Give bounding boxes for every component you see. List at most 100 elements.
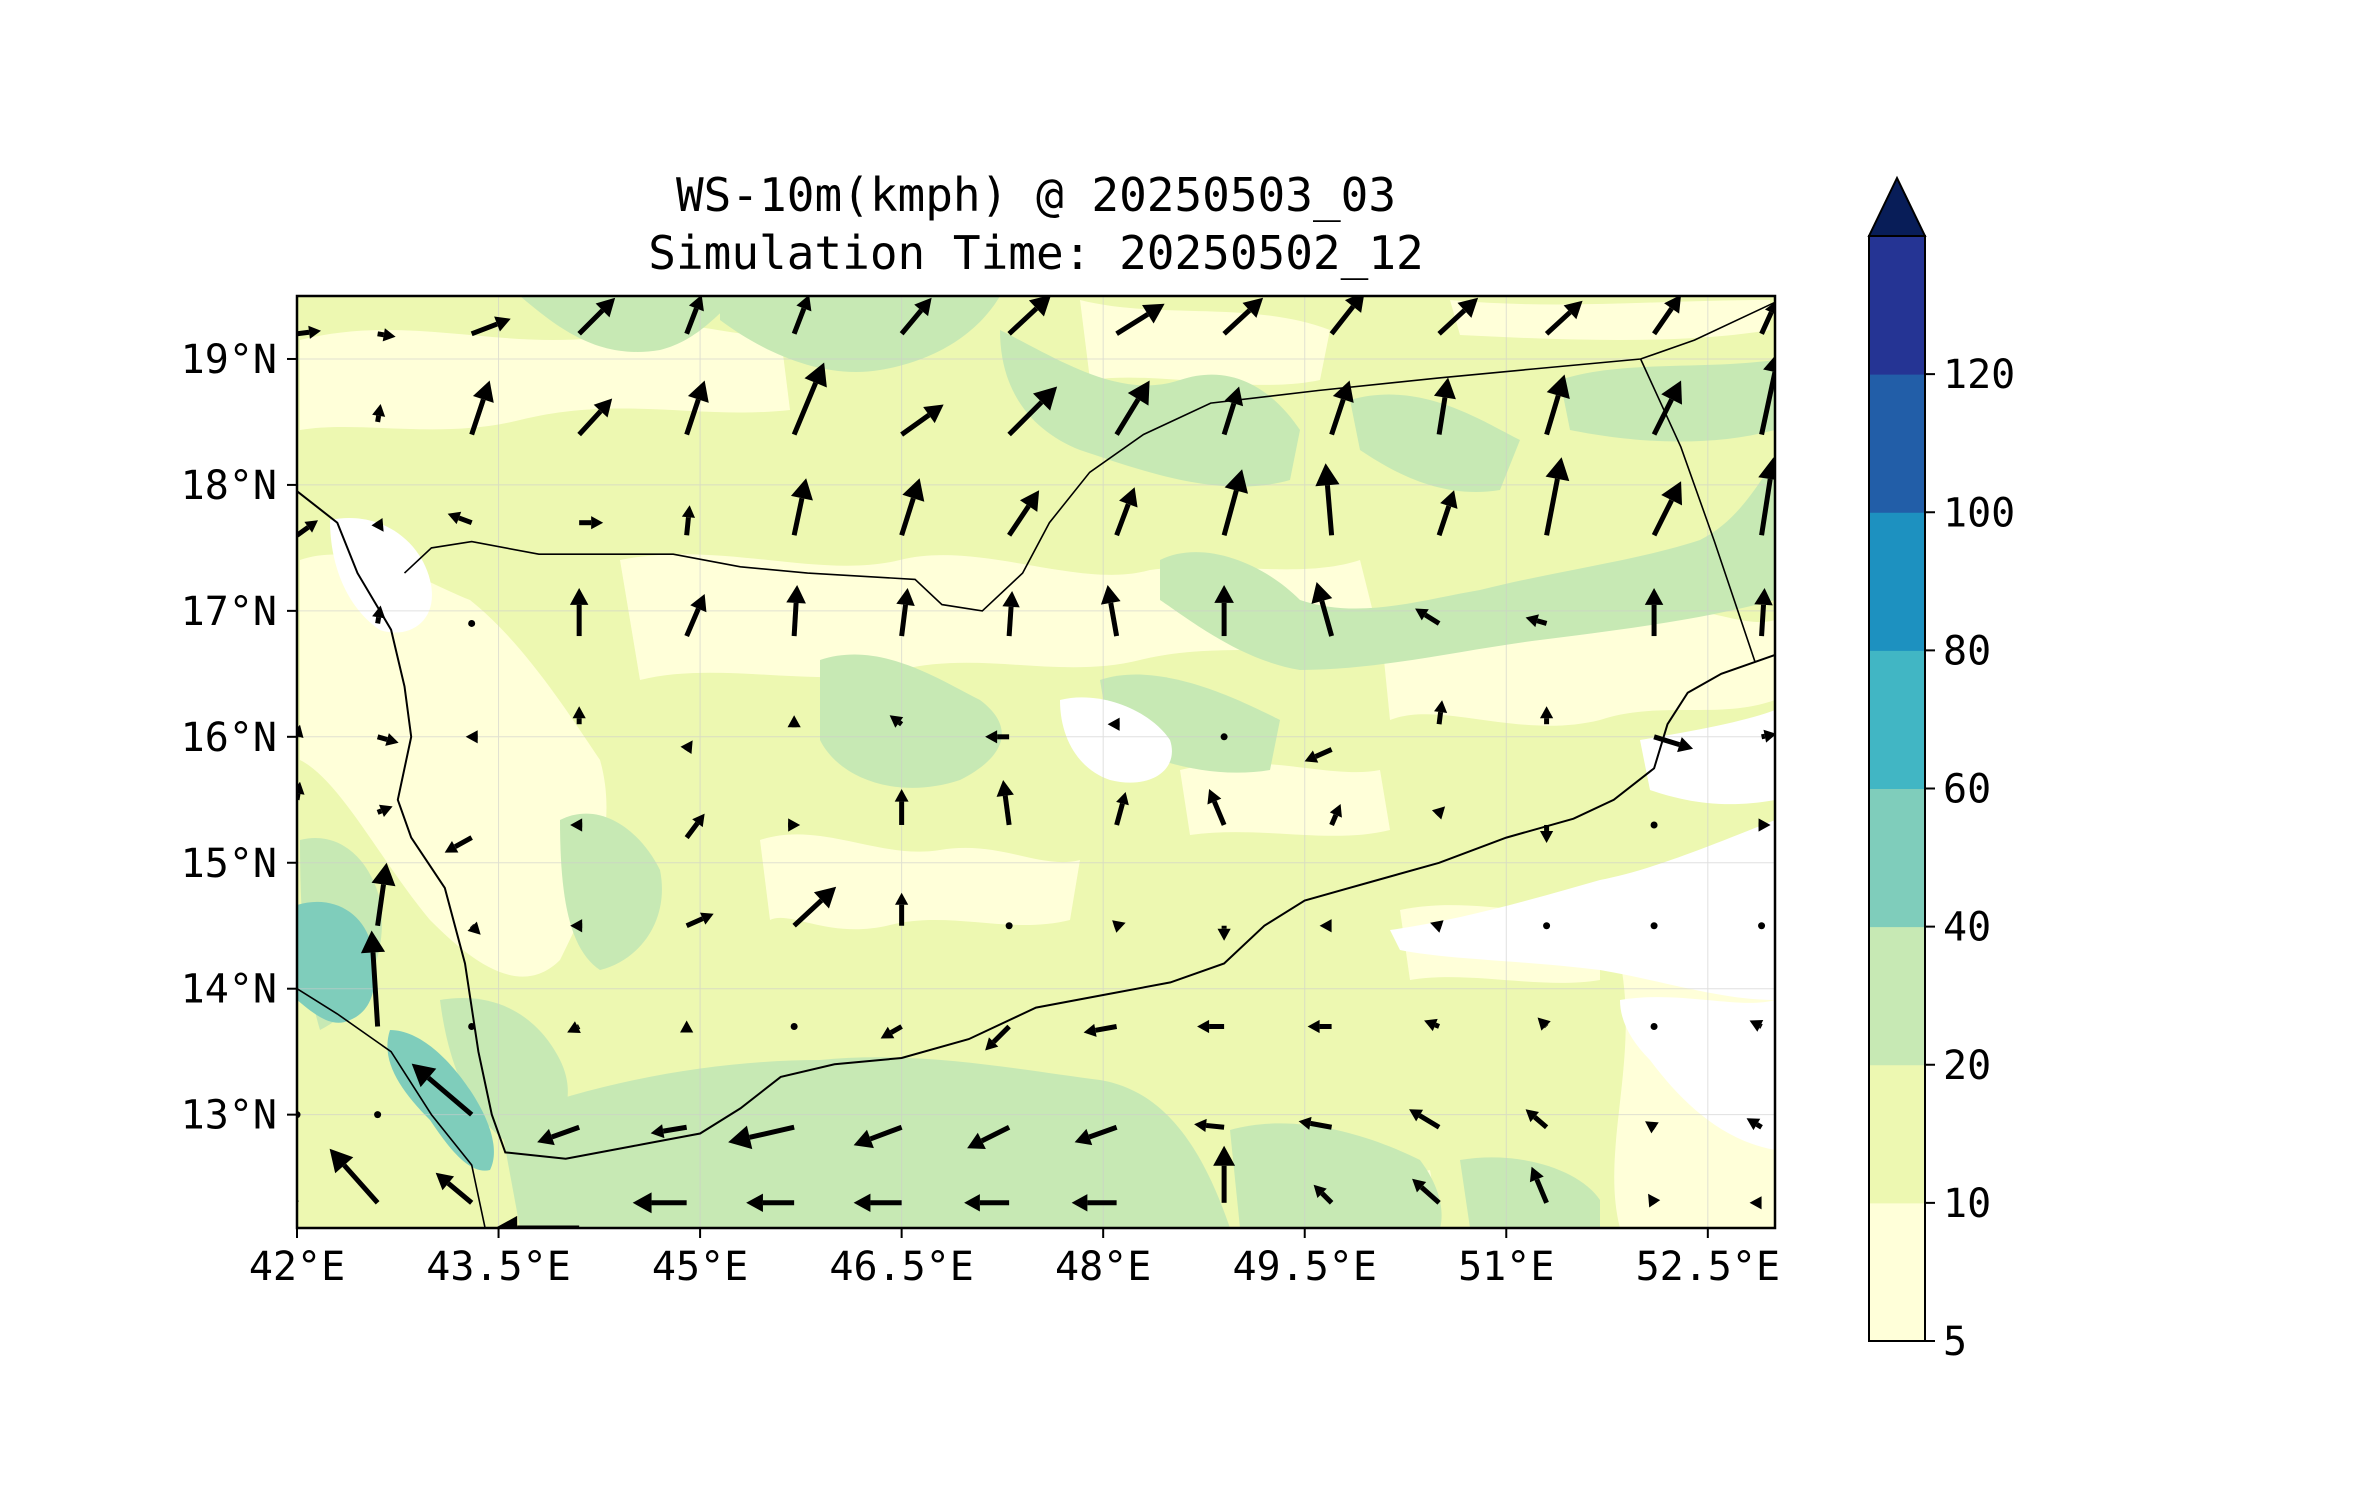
wind-arrow <box>1114 487 1138 537</box>
country-border <box>403 301 1775 612</box>
wind-arrow <box>1409 1109 1441 1130</box>
wind-arrow <box>1194 1118 1225 1133</box>
wind-arrow <box>1434 700 1448 725</box>
wind-arrow <box>567 1021 581 1034</box>
wind-arrow <box>894 788 909 825</box>
wind-arrow <box>1319 919 1332 933</box>
wind-arrow <box>1651 380 1683 436</box>
wind-arrow <box>1221 469 1248 536</box>
colorbar-label: 10 <box>1943 1181 1991 1227</box>
x-tick-label: 52.5°E <box>1636 1244 1781 1290</box>
wind-arrow <box>786 585 806 637</box>
wind-arrow <box>1114 791 1129 826</box>
wind-arrow <box>572 706 586 725</box>
wind-arrow <box>1002 591 1020 637</box>
colorbar-segment <box>1869 374 1925 513</box>
wind-arrow <box>1217 925 1231 941</box>
wind-arrow <box>650 1124 688 1139</box>
wind-arrow <box>1005 922 1013 930</box>
wind-arrow <box>1329 803 1342 826</box>
wind-arrow <box>537 1124 581 1146</box>
wind-arrow <box>684 594 707 638</box>
wind-arrow <box>853 1193 902 1213</box>
x-tick-label: 48°E <box>1055 1244 1151 1290</box>
x-tick-label: 43.5°E <box>426 1244 571 1290</box>
wind-arrow <box>728 1124 795 1150</box>
wind-arrow <box>681 505 696 536</box>
wind-arrow <box>684 813 705 840</box>
coastline-layer <box>297 490 1775 1160</box>
wind-arrow <box>1544 300 1583 336</box>
wind-arrow <box>1115 303 1165 336</box>
wind-arrow <box>360 930 386 1027</box>
coastline <box>297 490 1775 1160</box>
colorbar-label: 20 <box>1943 1043 1991 1089</box>
wind-arrow <box>1652 296 1681 336</box>
wind-arrow <box>1329 380 1354 436</box>
x-tick-label: 49.5°E <box>1232 1244 1377 1290</box>
wind-arrow <box>1304 747 1333 763</box>
country-border <box>297 988 486 1228</box>
wind-arrow <box>371 862 396 927</box>
wind-arrow <box>329 1148 380 1205</box>
colorbar-segment <box>1869 236 1925 375</box>
wind-arrow <box>1759 301 1775 335</box>
wind-arrow <box>411 1063 474 1117</box>
wind-arrow <box>377 328 396 342</box>
y-tick-label: 13°N <box>181 1093 277 1139</box>
wind-arrow <box>685 912 714 929</box>
map-subtitle: Simulation Time: 20250502_12 <box>648 226 1424 280</box>
wind-arrow <box>1650 821 1658 829</box>
colorbar-segment <box>1869 788 1925 928</box>
wind-arrow <box>684 296 704 335</box>
wind-arrow <box>1537 1017 1551 1031</box>
colorbar-label: 100 <box>1943 490 2015 536</box>
wind-arrow <box>1761 729 1775 743</box>
wind-arrow <box>964 1194 1010 1212</box>
wind-vectors <box>297 296 1775 1228</box>
wind-arrow <box>889 715 904 728</box>
map-title: WS-10m(kmph) @ 20250503_03 <box>675 168 1397 222</box>
map-gridlines <box>297 296 1775 1228</box>
wind-arrow <box>1222 297 1264 336</box>
y-tick-label: 14°N <box>181 967 277 1013</box>
wind-arrow <box>1749 1196 1762 1210</box>
field-band-under-5 <box>330 518 1775 1150</box>
y-axis: 13°N 14°N 15°N 16°N 17°N 18°N 19°N <box>181 337 297 1139</box>
map-frame <box>295 294 1777 1230</box>
wind-arrow <box>1214 585 1234 637</box>
colorbar-label: 5 <box>1943 1319 1967 1365</box>
wind-arrow <box>1758 818 1771 832</box>
wind-arrow <box>790 478 813 536</box>
wind-arrow <box>1759 355 1775 436</box>
wind-arrow <box>1645 1121 1659 1134</box>
wind-arrow <box>996 779 1014 826</box>
colorbar-label: 120 <box>1943 352 2015 398</box>
wind-arrow <box>495 1215 580 1228</box>
wind-arrow <box>1430 920 1444 933</box>
wind-arrow <box>577 398 613 437</box>
wind-arrow <box>985 1024 1011 1051</box>
wind-arrow <box>896 588 915 637</box>
y-tick-label: 17°N <box>181 589 277 635</box>
wind-arrow <box>376 804 393 817</box>
wind-arrow <box>895 892 909 926</box>
wind-arrow <box>899 297 932 336</box>
wind-arrow <box>372 403 386 423</box>
wind-arrow <box>746 1193 795 1213</box>
wind-arrow <box>1525 1109 1549 1130</box>
wind-arrow <box>1758 457 1775 536</box>
colorbar-label: 60 <box>1943 767 1991 813</box>
wind-arrow <box>1315 463 1340 536</box>
wind-arrow <box>1433 377 1456 435</box>
wind-arrow <box>465 730 478 744</box>
wind-arrow <box>900 404 944 437</box>
wind-arrow <box>1329 296 1364 336</box>
wind-arrow <box>1311 582 1335 637</box>
colorbar-extend-arrow <box>1867 175 1927 237</box>
wind-arrow <box>790 1022 798 1030</box>
wind-arrow <box>372 605 386 624</box>
wind-arrow <box>1650 1022 1658 1030</box>
wind-arrow <box>1529 1166 1549 1204</box>
